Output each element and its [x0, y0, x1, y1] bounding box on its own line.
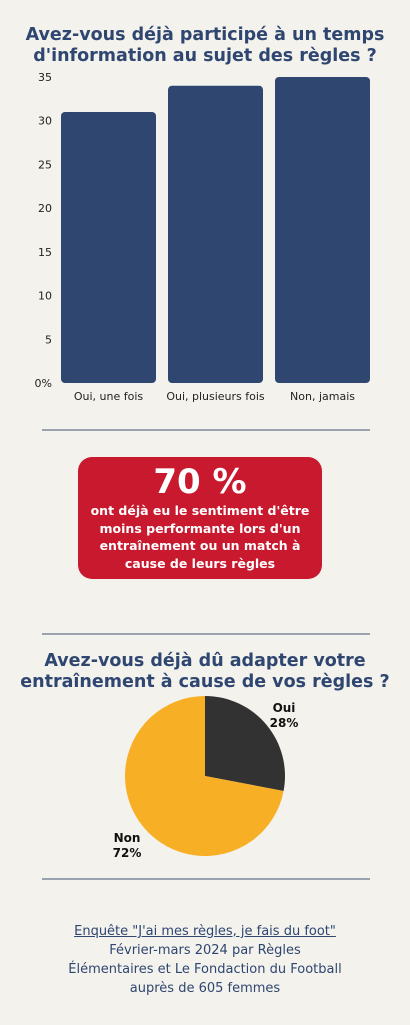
slice-label: Oui: [273, 701, 296, 715]
slice-label: Non: [114, 831, 141, 845]
divider: [42, 878, 370, 880]
survey-link[interactable]: Enquête "J'ai mes règles, je fais du foo…: [74, 924, 336, 939]
slice-value-label: 28%: [270, 716, 299, 730]
stat-text: ont déjà eu le sentiment d'être moins pe…: [90, 503, 310, 571]
stat-callout: 70 % ont déjà eu le sentiment d'être moi…: [78, 457, 322, 579]
y-tick-label: 25: [38, 158, 52, 171]
y-tick-label: 30: [38, 115, 52, 128]
x-tick-label: Non, jamais: [290, 390, 355, 403]
y-tick-label: 20: [38, 202, 52, 215]
y-tick-label: 35: [38, 71, 52, 84]
divider: [42, 429, 370, 431]
bar-chart: 0% 5 10 15 20 25 30 35 Oui, une fois Oui, plusieu…: [35, 71, 370, 403]
y-tick-label: 10: [38, 290, 52, 303]
divider: [42, 633, 370, 635]
source-line-3: auprès de 605 femmes: [129, 981, 281, 996]
y-tick-label: 5: [45, 333, 52, 346]
pie-slice: [205, 696, 285, 791]
bar: [61, 111, 156, 383]
stat-value: 70 %: [153, 462, 247, 502]
y-tick-label: 15: [38, 246, 52, 259]
pie-chart-title: Avez-vous déjà dû adapter votre entraîne…: [20, 651, 390, 692]
source-line-2: Élémentaires et Le Fondaction du Footbal…: [68, 962, 342, 977]
x-tick-label: Oui, une fois: [74, 390, 144, 403]
source-note: Enquête "J'ai mes règles, je fais du foo…: [0, 922, 410, 998]
pie-slice: [125, 696, 284, 856]
y-tick-label: 0%: [35, 377, 52, 390]
x-tick-label: Oui, plusieurs fois: [166, 390, 265, 403]
bar-chart-title: Avez-vous déjà participé à un temps d'in…: [25, 25, 385, 66]
bar: [168, 85, 263, 383]
slice-value-label: 72%: [113, 846, 142, 860]
source-line-1: Février-mars 2024 par Règles: [109, 943, 301, 958]
bar: [275, 77, 370, 383]
